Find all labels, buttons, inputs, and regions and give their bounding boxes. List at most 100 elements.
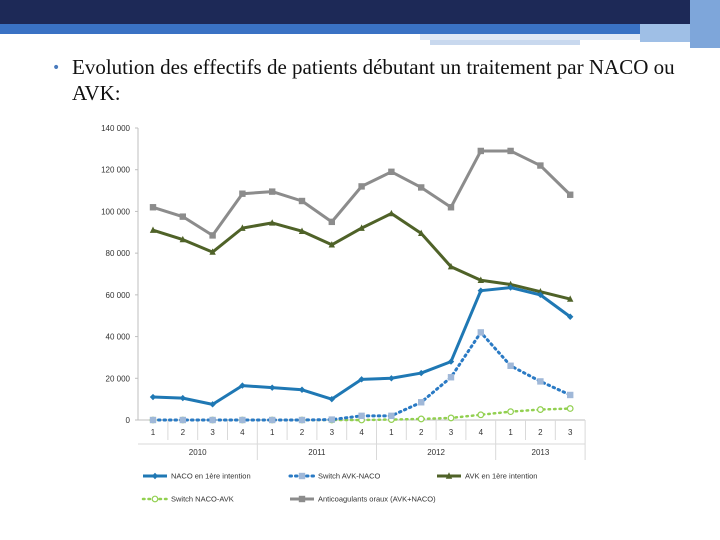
data-point-anticoagulants-oraux-avk-naco [507,147,514,155]
data-point-switch-avk-naco [149,416,157,424]
x-year-label: 2011 [308,448,326,457]
bullet-item: • Evolution des effectifs de patients dé… [52,54,692,106]
data-point-naco-en-1-re-intention [269,384,276,391]
data-point-avk-en-1-re-intention [418,229,425,237]
data-point-anticoagulants-oraux-avk-naco [269,188,276,195]
bullet-icon: • [52,60,61,76]
data-point-avk-en-1-re-intention [388,209,395,217]
y-tick-label: 40 000 [106,333,131,342]
data-point-naco-en-1-re-intention [209,401,216,408]
data-point-switch-naco-avk [477,411,485,419]
data-point-naco-en-1-re-intention [328,395,335,403]
data-point-switch-naco-avk [447,414,455,422]
data-point-anticoagulants-oraux-avk-naco [179,213,186,220]
data-point-switch-avk-naco [418,399,425,406]
data-point-switch-avk-naco [388,412,395,420]
data-point-switch-avk-naco [298,416,306,424]
data-point-avk-en-1-re-intention [239,224,246,231]
data-point-naco-en-1-re-intention [537,291,544,299]
y-tick-label: 80 000 [106,249,131,258]
x-tick-label: 3 [449,428,454,437]
data-point-anticoagulants-oraux-avk-naco [477,147,484,155]
data-point-naco-en-1-re-intention [388,375,395,382]
data-point-anticoagulants-oraux-avk-naco [418,184,425,191]
data-point-switch-avk-naco [179,416,186,424]
data-point-switch-naco-avk [537,406,544,413]
data-point-switch-avk-naco [239,416,246,424]
data-point-avk-en-1-re-intention [328,241,335,248]
data-point-naco-en-1-re-intention [507,284,514,291]
data-point-switch-avk-naco [507,362,514,369]
data-point-anticoagulants-oraux-avk-naco [239,190,246,197]
bullet-text: Evolution des effectifs de patients débu… [72,55,675,105]
y-tick-label: 120 000 [101,166,130,175]
data-point-naco-en-1-re-intention [179,394,186,402]
x-tick-label: 1 [389,428,394,437]
legend-marker [151,472,159,480]
x-year-label: 2012 [427,448,445,457]
legend-label: Switch AVK-NACO [318,472,381,481]
data-point-naco-en-1-re-intention [298,386,306,393]
x-tick-label: 3 [330,428,335,437]
data-point-anticoagulants-oraux-avk-naco [447,204,455,211]
data-point-avk-en-1-re-intention [447,263,455,270]
data-point-naco-en-1-re-intention [358,376,365,383]
x-tick-label: 4 [479,428,484,437]
x-tick-label: 4 [359,428,364,437]
legend-label: NACO en 1ère intention [171,472,251,481]
x-tick-label: 1 [151,428,156,437]
data-point-switch-avk-naco [477,329,484,336]
legend-marker [298,472,306,480]
data-point-naco-en-1-re-intention [447,358,455,365]
data-point-avk-en-1-re-intention [358,224,365,231]
data-point-anticoagulants-oraux-avk-naco [358,183,365,190]
data-point-switch-avk-naco [567,391,574,399]
data-point-anticoagulants-oraux-avk-naco [298,197,306,205]
x-tick-label: 3 [568,428,573,437]
data-point-switch-naco-avk [507,408,515,416]
x-tick-label: 2 [538,428,543,437]
y-tick-label: 60 000 [106,291,131,300]
series-line-naco-en-1-re-intention [152,286,572,406]
data-point-avk-en-1-re-intention [269,219,276,226]
legend-label: Switch NACO-AVK [171,495,234,504]
x-tick-label: 2 [300,428,305,437]
x-tick-label: 2 [419,428,424,437]
series-line-anticoagulants-oraux-avk-naco [152,149,572,237]
data-point-switch-avk-naco [209,416,216,424]
data-point-switch-avk-naco [269,416,276,424]
legend-label: AVK en 1ère intention [465,472,537,481]
decor-accent [420,34,720,40]
legend-marker [445,472,453,479]
data-point-anticoagulants-oraux-avk-naco [388,168,395,175]
y-tick-label: 0 [126,416,131,425]
data-point-avk-en-1-re-intention [567,295,574,302]
data-point-avk-en-1-re-intention [477,276,484,283]
y-tick-label: 140 000 [101,124,130,133]
data-point-avk-en-1-re-intention [298,227,306,234]
data-point-naco-en-1-re-intention [567,313,574,320]
data-point-switch-naco-avk [566,405,574,412]
data-point-naco-en-1-re-intention [418,369,425,377]
header-stripe [0,24,720,34]
data-point-switch-avk-naco [358,412,365,420]
data-point-naco-en-1-re-intention [239,382,246,389]
x-tick-label: 1 [270,428,275,437]
y-tick-label: 100 000 [101,207,130,216]
y-tick-label: 20 000 [106,374,131,383]
data-point-avk-en-1-re-intention [149,226,157,233]
x-tick-label: 1 [508,428,513,437]
data-point-switch-avk-naco [447,374,455,381]
x-year-label: 2013 [532,448,550,457]
decor-accent [430,40,580,45]
x-year-label: 2010 [189,448,207,457]
decor-accent [690,0,720,48]
data-point-anticoagulants-oraux-avk-naco [209,232,216,239]
data-point-anticoagulants-oraux-avk-naco [567,191,574,198]
x-tick-label: 2 [181,428,186,437]
data-point-naco-en-1-re-intention [149,393,157,401]
data-point-anticoagulants-oraux-avk-naco [537,162,544,169]
x-tick-label: 3 [210,428,215,437]
data-point-avk-en-1-re-intention [537,288,544,295]
